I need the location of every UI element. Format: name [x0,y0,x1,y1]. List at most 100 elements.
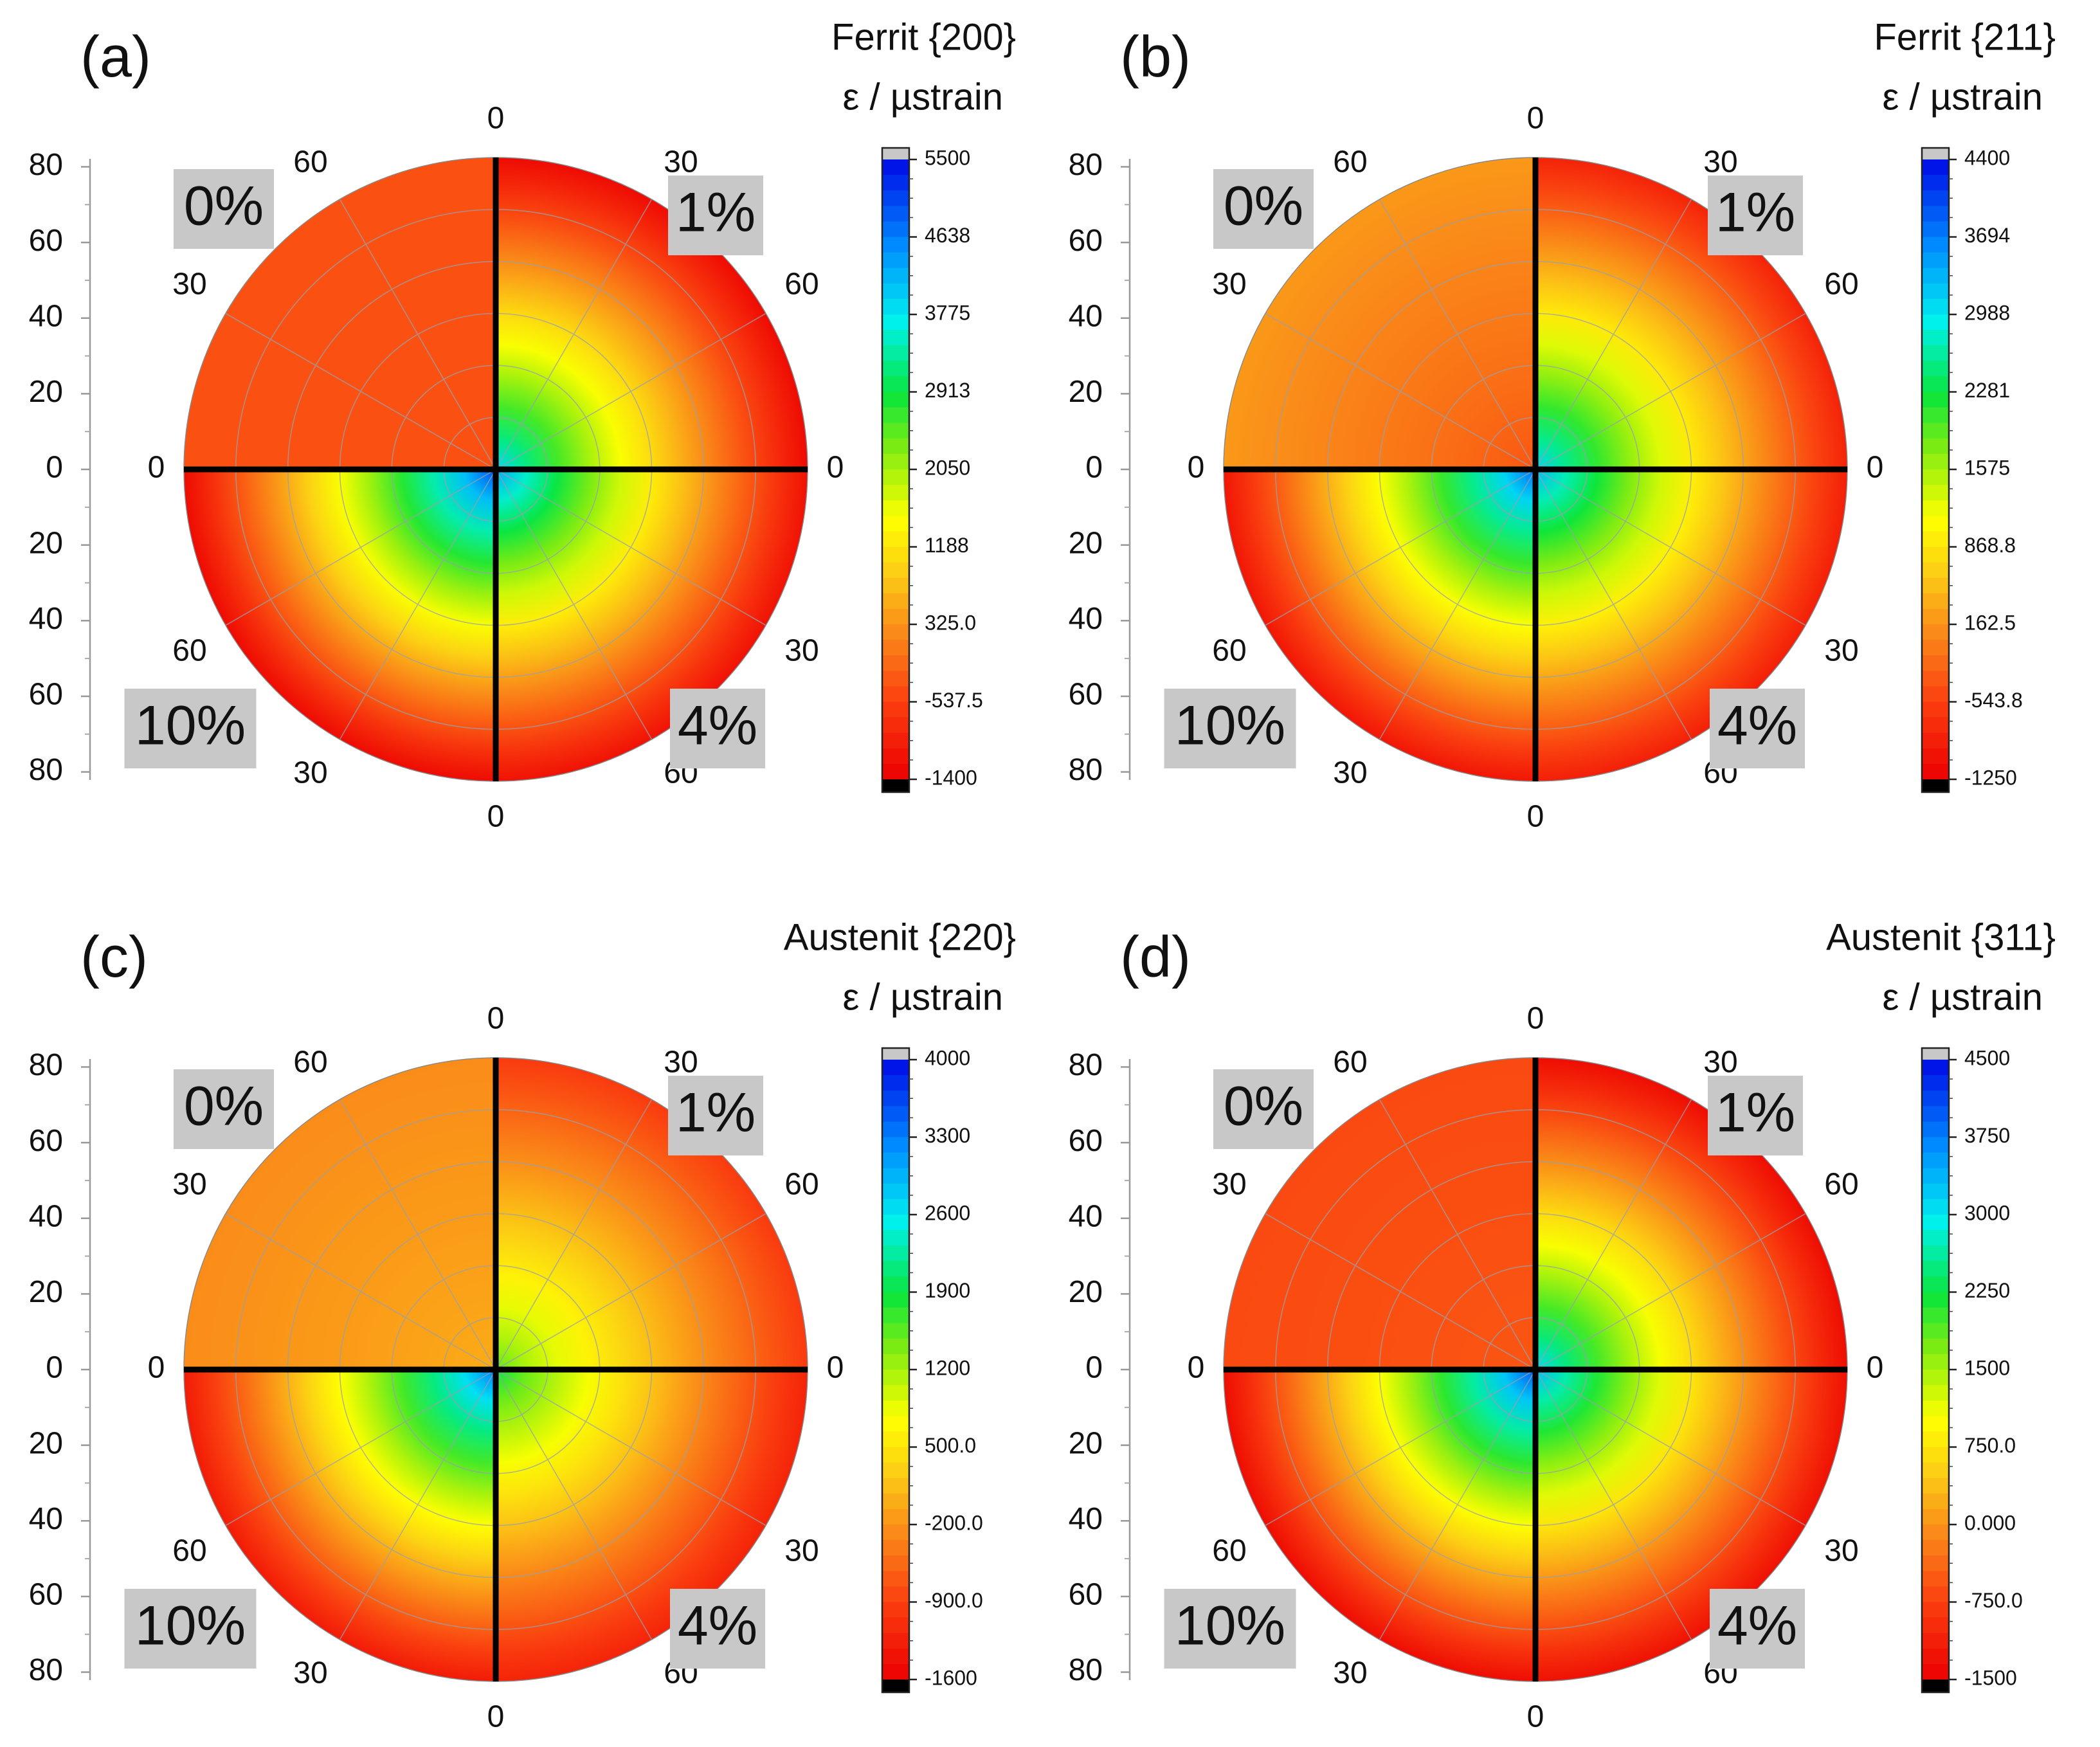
azimuth-label-upper-left: 30 [172,1168,206,1202]
azimuth-label-top-left: 60 [1333,1045,1367,1080]
azimuth-label-left: 0 [1188,1351,1205,1385]
colorbar-band [882,1571,909,1587]
chart-panel-4: (d) Austenit {311} ε / µstrain 0 0 0 0 60 30 30 60… [1069,916,2056,1733]
colorbar-band [1922,516,1949,532]
colorbar-band [882,1370,909,1386]
colorbar-band [882,500,909,516]
colorbar-band [1922,1168,1949,1184]
strain-level-box [174,1069,274,1149]
azimuth-label-bottom-left: 30 [1333,1656,1367,1690]
colorbar-band [882,1431,909,1448]
strain-level-box [1708,176,1803,255]
colorbar-band [882,1075,909,1091]
colorbar-band [882,624,909,640]
colorbar-band [882,330,909,346]
colorbar-tick-label: -1250 [1964,766,2017,789]
colorbar-band [882,376,909,393]
colorbar-band [1922,1385,1949,1401]
colorbar-tick-label: 4400 [1964,146,2010,169]
radial-tick-label: 40 [29,1502,63,1536]
radial-tick-label: 20 [1069,526,1103,560]
radial-tick-label: 0 [46,451,63,485]
colorbar-tick-label: -543.8 [1964,689,2023,712]
colorbar-band [882,298,909,315]
colorbar-band [1922,206,1949,222]
colorbar-band [1922,1555,1949,1571]
grid-spoke [1535,469,1692,740]
colorbar-tick-label: 0.000 [1964,1511,2016,1534]
colorbar-band [882,608,909,625]
colorbar-band [882,1663,909,1680]
quadrant-bottom-right [496,1370,808,1681]
colorbar-band [882,1416,909,1432]
strain-level-box [1708,1076,1803,1155]
colorbar-band [1922,1602,1949,1618]
azimuth-label-top: 0 [487,1002,505,1036]
strain-level-label: 0% [1224,176,1303,237]
colorbar-band [1922,577,1949,594]
colorbar-band [1922,593,1949,610]
azimuth-label-upper-left: 30 [1212,1168,1246,1202]
colorbar-band [1922,640,1949,656]
colorbar-band [882,1245,909,1262]
strain-level-box [124,1589,257,1669]
grid-spoke [1379,1099,1536,1370]
colorbar-tick-label: 1188 [925,534,969,557]
colorbar-band [1922,732,1949,749]
colorbar-tick-label: 325.0 [925,611,976,634]
radial-tick-label: 60 [1069,1124,1103,1158]
colorbar-band [1922,283,1949,300]
colorbar-band [882,392,909,408]
colorbar-band [1922,298,1949,315]
colorbar-tick-label: -200.0 [925,1511,983,1534]
panel-label: (d) [1120,925,1191,990]
azimuth-label-lower-left: 60 [1212,1534,1246,1568]
quadrant-top-left [184,158,496,469]
colorbar-band [882,314,909,330]
colorbar-band [882,190,909,206]
colorbar-band [1922,1338,1949,1355]
colorbar-band [1922,1400,1949,1417]
colorbar-band [882,1525,909,1541]
colorbar-band [1922,702,1949,718]
colorbar-band [1922,422,1949,439]
colorbar-band [1922,1183,1949,1200]
colorbar-band [882,438,909,455]
grid-spoke [339,199,496,470]
azimuth-label-top-right: 30 [1703,145,1737,179]
strain-level-box [1164,1589,1296,1669]
radial-tick-label: 40 [29,602,63,636]
azimuth-label-top-right: 30 [1703,1045,1737,1080]
chart-title: Ferrit {211} [1874,16,2056,58]
colorbar-band [882,1292,909,1308]
colorbar-band [1922,1353,1949,1370]
radial-tick-label: 80 [1069,753,1103,787]
grid-spoke [1535,199,1692,470]
colorbar-band [1922,361,1949,377]
radial-tick-label: 40 [29,299,63,333]
colorbar-band [882,1493,909,1510]
strain-level-box [174,169,274,249]
chart-panel-3: (c) Austenit {220} ε / µstrain 0 0 0 0 60 30 30 60… [29,916,1016,1733]
colorbar: 4400 3694 2988 2281 1575 868.8 162.5 -543.8 -125… [1921,146,2023,793]
strain-level-label: 0% [184,176,264,237]
colorbar-band [1922,1447,1949,1463]
strain-level-label: 1% [676,1082,756,1144]
azimuth-label-upper-left: 30 [1212,267,1246,302]
colorbar-tick-label: 5500 [925,146,970,169]
colorbar-band [882,237,909,253]
colorbar-band [882,516,909,532]
strain-level-box [1213,1069,1314,1149]
azimuth-label-left: 0 [148,451,165,485]
colorbar-tick-label: 3300 [925,1124,970,1147]
colorbar-band [1922,1633,1949,1649]
colorbar-band [1922,221,1949,238]
colorbar-band [1922,686,1949,703]
azimuth-label-lower-left: 60 [172,1534,206,1568]
colorbar-band [882,221,909,238]
grid-spoke [495,1099,653,1370]
grid-spoke [1265,469,1536,626]
colorbar-band [1922,500,1949,516]
colorbar-under-cap [882,779,909,792]
